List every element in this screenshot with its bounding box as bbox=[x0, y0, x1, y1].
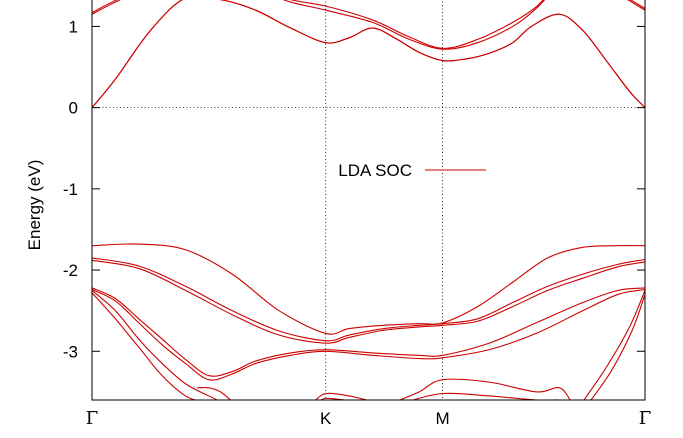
band-line bbox=[398, 378, 571, 400]
kpoint-label: Γ bbox=[86, 408, 99, 429]
kpoint-label: M bbox=[436, 409, 450, 428]
grid-lines bbox=[92, 0, 645, 400]
band-line bbox=[92, 259, 645, 344]
y-tick-label: -2 bbox=[63, 261, 78, 280]
y-tick-label: 1 bbox=[69, 17, 78, 36]
band-line bbox=[411, 392, 566, 400]
legend: LDA SOC bbox=[338, 161, 486, 180]
y-tick-label: -1 bbox=[63, 180, 78, 199]
band-line bbox=[92, 0, 645, 109]
band-line bbox=[197, 386, 232, 400]
legend-label: LDA SOC bbox=[338, 161, 412, 180]
band-line bbox=[92, 243, 645, 335]
band-line bbox=[92, 0, 645, 50]
y-tick-label: -3 bbox=[63, 342, 78, 361]
band-line bbox=[92, 257, 645, 342]
band-lines bbox=[92, 0, 645, 400]
band-line bbox=[92, 0, 645, 109]
y-tick-label: 0 bbox=[69, 99, 78, 118]
y-axis-label: Energy (eV) bbox=[25, 160, 44, 251]
band-line bbox=[92, 289, 645, 381]
kpoint-label: K bbox=[320, 409, 332, 428]
band-line bbox=[590, 294, 645, 400]
band-line bbox=[92, 292, 198, 400]
plot-frame bbox=[91, 0, 646, 401]
y-ticks: 1 0 -1 -2 -3 bbox=[63, 17, 645, 361]
band-line bbox=[92, 0, 645, 49]
band-line bbox=[92, 289, 219, 400]
band-line bbox=[92, 287, 645, 377]
band-line bbox=[583, 290, 645, 400]
band-line bbox=[315, 392, 369, 400]
kpoint-label: Γ bbox=[639, 408, 652, 429]
